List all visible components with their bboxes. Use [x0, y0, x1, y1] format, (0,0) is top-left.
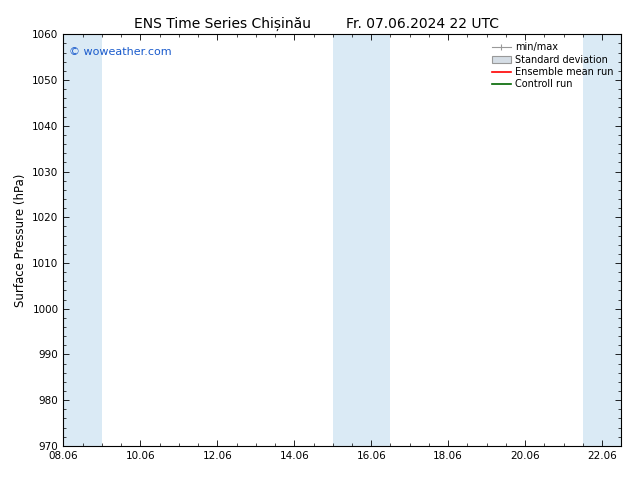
Bar: [60, 34, 102, 446]
Bar: [333, 34, 391, 446]
Text: ENS Time Series Chișinău        Fr. 07.06.2024 22 UTC: ENS Time Series Chișinău Fr. 07.06.2024 …: [134, 17, 500, 31]
Legend: min/max, Standard deviation, Ensemble mean run, Controll run: min/max, Standard deviation, Ensemble me…: [489, 39, 616, 92]
Y-axis label: Surface Pressure (hPa): Surface Pressure (hPa): [14, 173, 27, 307]
Text: © woweather.com: © woweather.com: [69, 47, 172, 57]
Bar: [583, 34, 625, 446]
